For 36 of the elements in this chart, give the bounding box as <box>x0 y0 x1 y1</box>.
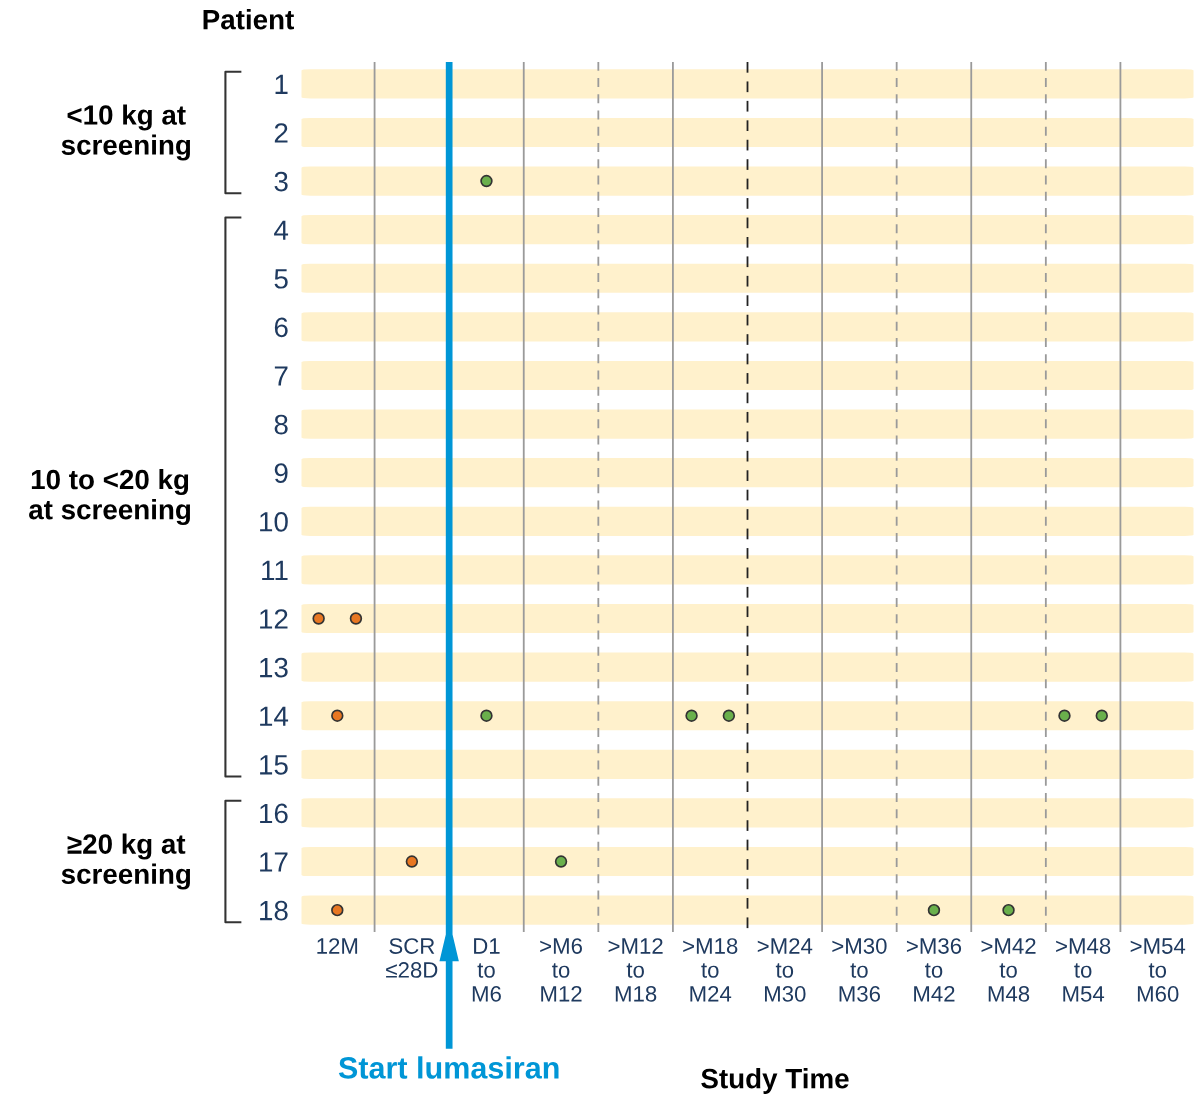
y-tick-label: 4 <box>274 220 289 240</box>
text: ≥20 kg at screening <box>61 833 191 890</box>
y-tick-label: 12 <box>260 609 288 629</box>
x-tick-label: >M54 to M60 <box>1130 938 1186 1002</box>
x-tick-label: >M18 to M24 <box>683 938 738 1002</box>
y-tick-label: 17 <box>260 852 288 872</box>
x-tick-label: >M36 to M42 <box>906 938 962 1002</box>
x-tick-label: >M12 to M18 <box>608 938 663 1002</box>
x-tick-label: D1 to M6 <box>472 938 501 1002</box>
y-tick-label: 15 <box>260 755 288 775</box>
x-tick-label: 12M <box>317 938 358 954</box>
y-axis-title: Patient <box>203 9 294 30</box>
text: <10 kg at screening <box>61 104 191 161</box>
y-tick-label: 1 <box>275 74 288 94</box>
x-tick-label: SCR ≤28D <box>386 938 438 978</box>
y-tick-label: 10 <box>260 511 288 532</box>
y-tick-label: 7 <box>274 366 288 386</box>
y-tick-label: 2 <box>274 123 288 143</box>
x-tick-label: >M48 to M54 <box>1056 938 1111 1002</box>
text: 10 to <20 kg at screening <box>29 468 191 526</box>
y-tick-label: 5 <box>274 269 288 289</box>
x-tick-label: >M6 to M12 <box>540 938 582 1002</box>
y-tick-label: 9 <box>274 463 288 484</box>
y-tick-label: 3 <box>274 171 288 192</box>
y-tick-label: 6 <box>274 317 288 338</box>
x-tick-label: >M30 to M36 <box>832 938 887 1002</box>
y-tick-label: 11 <box>262 560 288 580</box>
y-tick-label: 13 <box>260 657 288 678</box>
text: Start lumasiran <box>338 1056 559 1079</box>
y-tick-label: 18 <box>260 900 288 921</box>
x-tick-label: >M24 to M30 <box>757 938 813 1002</box>
y-tick-label: 14 <box>260 706 289 726</box>
x-tick-label: >M42 to M48 <box>981 938 1036 1002</box>
y-tick-label: 8 <box>274 414 288 435</box>
y-tick-label: 16 <box>260 803 288 824</box>
x-axis-title: Study Time <box>701 1068 849 1094</box>
